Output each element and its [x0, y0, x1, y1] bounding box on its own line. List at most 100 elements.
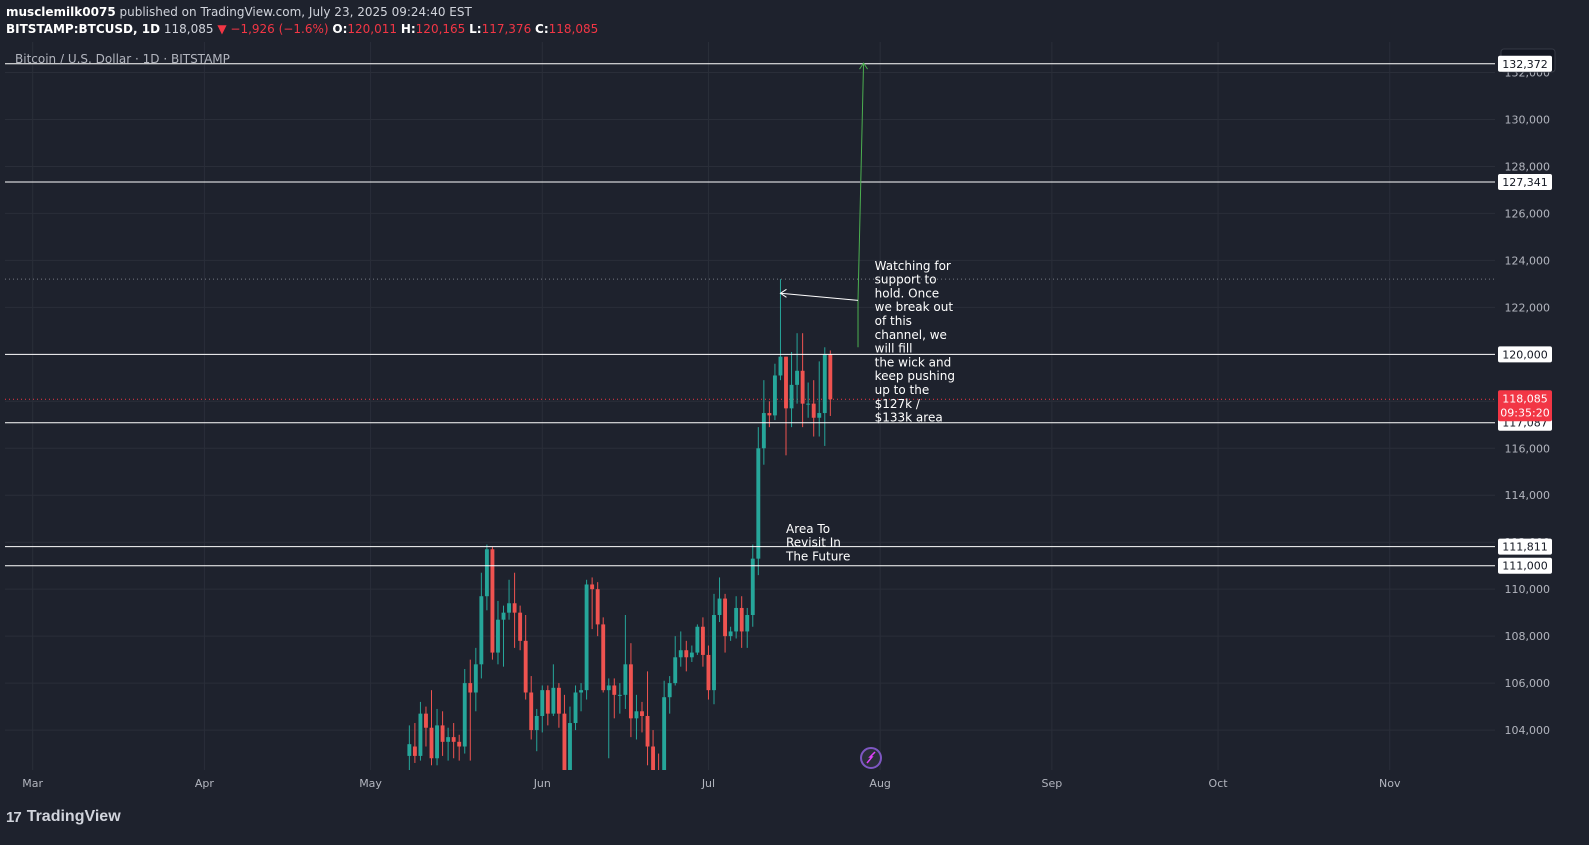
candle-body[interactable] — [595, 589, 600, 625]
candle-body[interactable] — [678, 650, 683, 658]
candle-body[interactable] — [623, 664, 628, 695]
candle-body[interactable] — [512, 603, 517, 613]
annotation-line: channel, we — [875, 328, 947, 342]
candle-body[interactable] — [628, 664, 633, 719]
candle-body[interactable] — [435, 725, 439, 759]
candle-body[interactable] — [562, 713, 567, 789]
candle-body[interactable] — [479, 596, 484, 665]
level-price-tag[interactable] — [1498, 538, 1552, 555]
candle-body[interactable] — [590, 584, 595, 590]
candle-body[interactable] — [817, 413, 822, 418]
price-chart[interactable]: Watching for support to hold. Once we break… — [5, 42, 1562, 798]
candle-body[interactable] — [584, 584, 589, 691]
candle-body[interactable] — [551, 687, 556, 714]
author-name[interactable]: musclemilk0075 — [6, 5, 116, 19]
candle-body[interactable] — [612, 685, 617, 695]
candle-body[interactable] — [800, 370, 805, 404]
candle-body[interactable] — [545, 690, 550, 714]
candle-body[interactable] — [750, 558, 755, 616]
candle-body[interactable] — [490, 549, 495, 653]
candle-body[interactable] — [496, 619, 500, 653]
candle-body[interactable] — [556, 687, 561, 714]
candle-body[interactable] — [529, 692, 534, 731]
candle-body[interactable] — [518, 612, 523, 641]
wick-arrow-line[interactable] — [780, 292, 859, 301]
annotation-area-note[interactable]: Area To Revisit In The Future — [785, 522, 850, 564]
candle-body[interactable] — [407, 744, 412, 756]
candle-body[interactable] — [778, 356, 783, 376]
candle-body[interactable] — [462, 683, 467, 747]
high-value: 120,165 — [415, 22, 466, 36]
candle-body[interactable] — [451, 737, 456, 742]
candle-body[interactable] — [734, 607, 739, 632]
candle-body[interactable] — [429, 727, 434, 759]
level-price-tag[interactable] — [1498, 55, 1552, 72]
candle-body[interactable] — [507, 603, 511, 613]
candle-body[interactable] — [634, 711, 639, 719]
candle-body[interactable] — [540, 690, 545, 716]
candle-body[interactable] — [617, 694, 622, 696]
x-tick-label: Apr — [195, 777, 215, 790]
candle-body[interactable] — [645, 715, 650, 747]
candle-body[interactable] — [523, 640, 528, 693]
candle-body[interactable] — [662, 697, 667, 798]
candle-body[interactable] — [534, 715, 539, 731]
candle-body[interactable] — [640, 711, 644, 716]
candle-body[interactable] — [795, 370, 800, 385]
candle-body[interactable] — [761, 413, 766, 449]
x-tick-label: Jul — [701, 777, 715, 790]
candle-body[interactable] — [501, 612, 506, 620]
wick-arrowhead-icon — [779, 288, 787, 298]
x-tick-label: Oct — [1209, 777, 1229, 790]
candle-body[interactable] — [579, 690, 583, 693]
candle-body[interactable] — [784, 356, 788, 409]
candle-body[interactable] — [828, 354, 833, 400]
down-triangle-icon: ▼ — [217, 22, 227, 36]
candle-body[interactable] — [767, 413, 772, 416]
tradingview-logo-icon: 17 — [6, 808, 22, 826]
candle-body[interactable] — [789, 384, 794, 409]
candle-body[interactable] — [745, 615, 750, 632]
candle-body[interactable] — [568, 723, 572, 789]
candle-body[interactable] — [712, 615, 716, 691]
candle-body[interactable] — [418, 713, 423, 756]
candle-body[interactable] — [673, 657, 678, 684]
candle-body[interactable] — [772, 375, 777, 416]
candle-body[interactable] — [667, 683, 672, 698]
candle-body[interactable] — [723, 598, 728, 637]
x-tick-label: Mar — [22, 777, 43, 790]
level-price-tag[interactable] — [1498, 173, 1552, 190]
candle-body[interactable] — [440, 725, 445, 742]
candle-body[interactable] — [446, 737, 451, 742]
candle-body[interactable] — [484, 549, 489, 597]
candle-body[interactable] — [473, 664, 478, 693]
candle-body[interactable] — [573, 692, 578, 724]
candle-body[interactable] — [695, 626, 700, 653]
candle-body[interactable] — [424, 713, 428, 728]
candle-body[interactable] — [739, 607, 744, 632]
candle-body[interactable] — [700, 626, 705, 655]
candle-body[interactable] — [606, 685, 611, 691]
candle-body[interactable] — [728, 631, 733, 637]
candle-body[interactable] — [468, 683, 473, 693]
candle-body[interactable] — [457, 741, 462, 747]
candle-body[interactable] — [811, 403, 816, 418]
candle-body[interactable] — [684, 650, 689, 658]
tradingview-brand[interactable]: TradingView — [26, 808, 121, 825]
annotation-line: up to the — [875, 383, 930, 397]
candle-body[interactable] — [651, 746, 656, 773]
candle-body[interactable] — [717, 598, 722, 616]
candle-body[interactable] — [822, 354, 827, 414]
level-price-tag[interactable] — [1498, 557, 1552, 574]
annotation-line: support to — [875, 273, 937, 287]
annotation-note[interactable]: Watching for support to hold. Once we break… — [875, 259, 955, 425]
candle-body[interactable] — [689, 652, 694, 658]
countdown-label: 09:35:20 — [1500, 406, 1549, 419]
candle-body[interactable] — [706, 654, 711, 691]
candle-body[interactable] — [806, 403, 811, 405]
publish-info: musclemilk0075 published on TradingView.… — [6, 5, 472, 19]
candle-body[interactable] — [601, 624, 606, 691]
candle-body[interactable] — [412, 746, 417, 756]
level-price-tag[interactable] — [1498, 346, 1552, 363]
candle-body[interactable] — [756, 448, 761, 559]
